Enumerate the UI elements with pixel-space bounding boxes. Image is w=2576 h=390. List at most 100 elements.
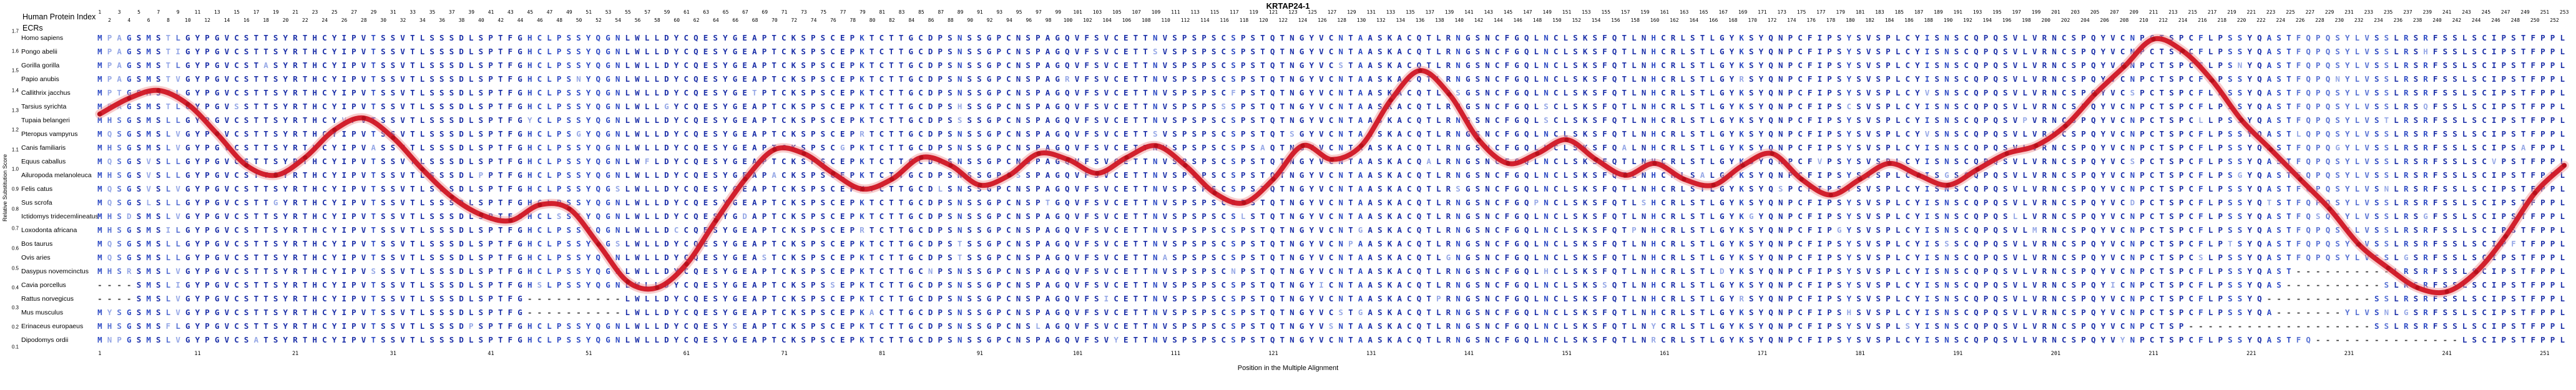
residue: S xyxy=(2472,170,2477,180)
residue: P xyxy=(1348,239,1353,248)
position-number: 189 xyxy=(1934,9,1943,15)
residue: N xyxy=(1778,33,1783,42)
residue: L xyxy=(2394,239,2399,248)
residue: S xyxy=(2511,266,2516,276)
residue: Q xyxy=(1524,143,1529,152)
residue: L xyxy=(2462,33,2467,42)
residue: P xyxy=(850,225,855,235)
residue: Y xyxy=(1309,266,1314,276)
residue: F xyxy=(2432,74,2438,84)
residue: P xyxy=(1983,239,1989,248)
residue: L xyxy=(2022,143,2027,152)
residue: Y xyxy=(1729,61,1735,70)
residue: N xyxy=(2052,143,2057,152)
residue: N xyxy=(2130,253,2135,262)
residue: P xyxy=(2550,143,2555,152)
residue: S xyxy=(136,239,142,248)
residue: T xyxy=(2520,61,2526,70)
residue: C xyxy=(1798,74,1803,84)
residue: L xyxy=(165,253,171,262)
residue: L xyxy=(654,47,659,56)
residue: L xyxy=(547,239,552,248)
residue: S xyxy=(1026,198,1031,207)
position-number: 253 xyxy=(2559,9,2569,15)
residue: W xyxy=(635,170,640,180)
residue: T xyxy=(2159,184,2165,193)
residue: C xyxy=(1905,157,1910,166)
residue: T xyxy=(302,61,308,70)
position-number: 34 xyxy=(419,17,426,23)
residue: A xyxy=(2266,143,2272,152)
y-axis-tick: 1.4 xyxy=(11,87,19,94)
residue: T xyxy=(263,198,268,207)
residue: D xyxy=(459,253,464,262)
residue: T xyxy=(497,47,503,56)
residue: G xyxy=(127,253,132,262)
residue: - xyxy=(2325,266,2331,276)
residue: V xyxy=(2032,129,2037,139)
residue: C xyxy=(830,170,835,180)
residue: S xyxy=(1211,170,1217,180)
residue: F xyxy=(2432,198,2438,207)
residue: H xyxy=(527,33,532,42)
residue: R xyxy=(1446,157,1451,166)
residue: A xyxy=(1358,74,1363,84)
residue: L xyxy=(547,115,552,125)
residue: S xyxy=(1748,184,1754,193)
position-number: 73 xyxy=(801,9,807,15)
residue: S xyxy=(2413,184,2419,193)
residue: L xyxy=(1710,47,1715,56)
residue: A xyxy=(2266,88,2272,97)
residue: G xyxy=(1514,88,1519,97)
residue: P xyxy=(1827,102,1832,111)
residue: Y xyxy=(723,102,728,111)
residue: F xyxy=(2296,225,2301,235)
residue: F xyxy=(2432,61,2438,70)
residue: S xyxy=(977,184,982,193)
residue: P xyxy=(107,102,112,111)
residue: D xyxy=(928,184,933,193)
residue: N xyxy=(1338,253,1343,262)
residue: N xyxy=(1152,184,1158,193)
residue: R xyxy=(1739,74,1744,84)
residue: C xyxy=(1661,253,1666,262)
residue: Q xyxy=(1974,61,1979,70)
residue: V xyxy=(2110,198,2115,207)
residue: G xyxy=(185,129,190,139)
residue: S xyxy=(1954,74,1959,84)
residue: C xyxy=(2188,74,2194,84)
residue: C xyxy=(1798,157,1803,166)
residue: L xyxy=(547,143,552,152)
residue: N xyxy=(957,74,962,84)
residue: R xyxy=(1446,212,1451,221)
residue: I xyxy=(1924,212,1930,221)
residue: S xyxy=(1856,74,1861,84)
residue: L xyxy=(2208,143,2213,152)
residue: L xyxy=(654,115,659,125)
residue: P xyxy=(1036,170,1041,180)
residue: S xyxy=(1094,115,1099,125)
residue: C xyxy=(879,212,884,221)
residue: N xyxy=(1485,239,1490,248)
position-number: 99 xyxy=(1055,9,1062,15)
residue: S xyxy=(1573,115,1578,125)
residue: R xyxy=(293,170,298,180)
position-number: 65 xyxy=(722,9,729,15)
residue: T xyxy=(371,115,376,125)
position-number: 6 xyxy=(147,17,150,23)
residue: Q xyxy=(1270,212,1275,221)
residue: G xyxy=(1299,88,1305,97)
residue: P xyxy=(2178,253,2184,262)
residue: S xyxy=(2276,143,2281,152)
residue: T xyxy=(1348,280,1353,290)
residue: S xyxy=(1250,239,1256,248)
residue: T xyxy=(889,225,894,235)
residue: T xyxy=(771,47,776,56)
residue: P xyxy=(351,143,356,152)
residue: C xyxy=(2149,266,2155,276)
residue: S xyxy=(478,88,484,97)
residue: D xyxy=(459,225,464,235)
page-title: KRTAP24-1 xyxy=(1266,1,1310,11)
residue: E xyxy=(703,212,708,221)
residue: S xyxy=(713,129,718,139)
